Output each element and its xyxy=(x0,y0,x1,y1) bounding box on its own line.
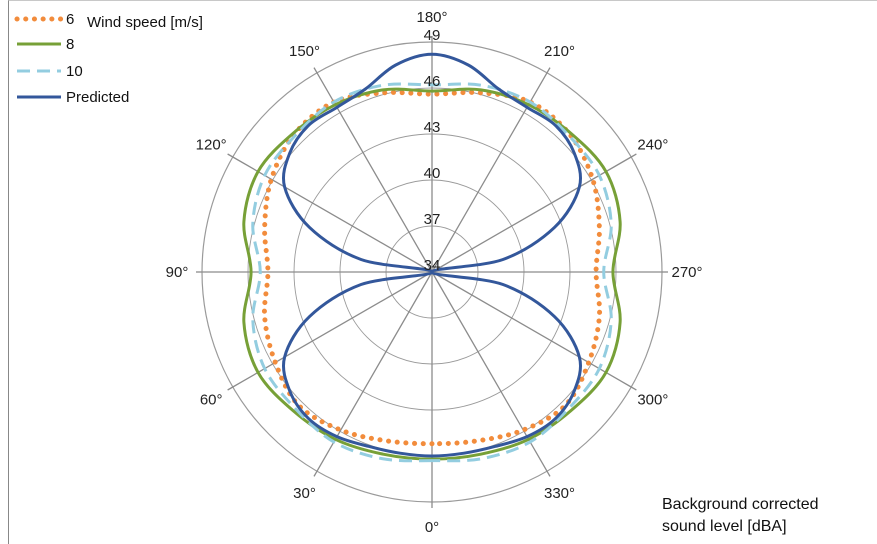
radial-label-49: 49 xyxy=(424,27,441,44)
spoke-330 xyxy=(431,271,548,472)
radial-label-46: 46 xyxy=(424,73,441,90)
angle-label-90: 90° xyxy=(166,264,189,281)
radial-label-40: 40 xyxy=(424,165,441,182)
spoke-120 xyxy=(232,156,433,273)
chart-frame xyxy=(8,0,877,544)
series-line-6 xyxy=(261,89,603,447)
spoke-tick-330 xyxy=(546,470,551,477)
angle-label-0: 0° xyxy=(425,519,439,536)
spoke-30 xyxy=(316,271,433,472)
legend-label-10: 10 xyxy=(66,63,83,80)
angle-label-180: 180° xyxy=(416,9,447,26)
spoke-60 xyxy=(232,271,433,388)
spoke-tick-210 xyxy=(546,67,551,74)
angle-label-60: 60° xyxy=(200,392,223,409)
series-layer xyxy=(242,52,622,463)
spoke-tick-120 xyxy=(227,153,234,158)
series-line-predicted xyxy=(281,52,583,458)
legend-label-predicted: Predicted xyxy=(66,89,129,106)
polar-grid xyxy=(196,36,668,508)
y-unit-note-line-1: Background corrected xyxy=(662,496,819,513)
series-line-8 xyxy=(242,87,622,461)
angle-label-300: 300° xyxy=(637,392,668,409)
spoke-tick-300 xyxy=(630,386,637,391)
radial-label-43: 43 xyxy=(424,119,441,136)
spoke-tick-150 xyxy=(313,67,318,74)
angle-label-270: 270° xyxy=(671,264,702,281)
angle-label-150: 150° xyxy=(289,43,320,60)
y-unit-note-line-2: sound level [dBA] xyxy=(662,518,787,535)
angle-label-240: 240° xyxy=(637,137,668,154)
spoke-210 xyxy=(431,72,548,273)
angle-label-330: 330° xyxy=(544,485,575,502)
angle-label-120: 120° xyxy=(196,137,227,154)
legend-title: Wind speed [m/s] xyxy=(87,14,203,31)
spoke-300 xyxy=(431,271,632,388)
legend-label-8: 8 xyxy=(66,36,74,53)
angle-label-30: 30° xyxy=(293,485,316,502)
angle-label-210: 210° xyxy=(544,43,575,60)
spoke-tick-60 xyxy=(227,386,234,391)
legend-label-6: 6 xyxy=(66,11,74,28)
spoke-tick-30 xyxy=(313,470,318,477)
series-line-10 xyxy=(251,82,613,463)
spoke-240 xyxy=(431,156,632,273)
spoke-150 xyxy=(316,72,433,273)
legend: 6 Wind speed [m/s] 8 10 Predicted xyxy=(14,11,203,106)
y-unit-note: Background corrected sound level [dBA] xyxy=(662,494,819,538)
axis-labels: 0° 30° 60° 90° 120° 150° 180° 210° 240° 270° 300° 3… xyxy=(166,9,703,536)
radial-label-34: 34 xyxy=(424,257,441,274)
radial-label-37: 37 xyxy=(424,211,441,228)
spoke-tick-240 xyxy=(630,153,637,158)
